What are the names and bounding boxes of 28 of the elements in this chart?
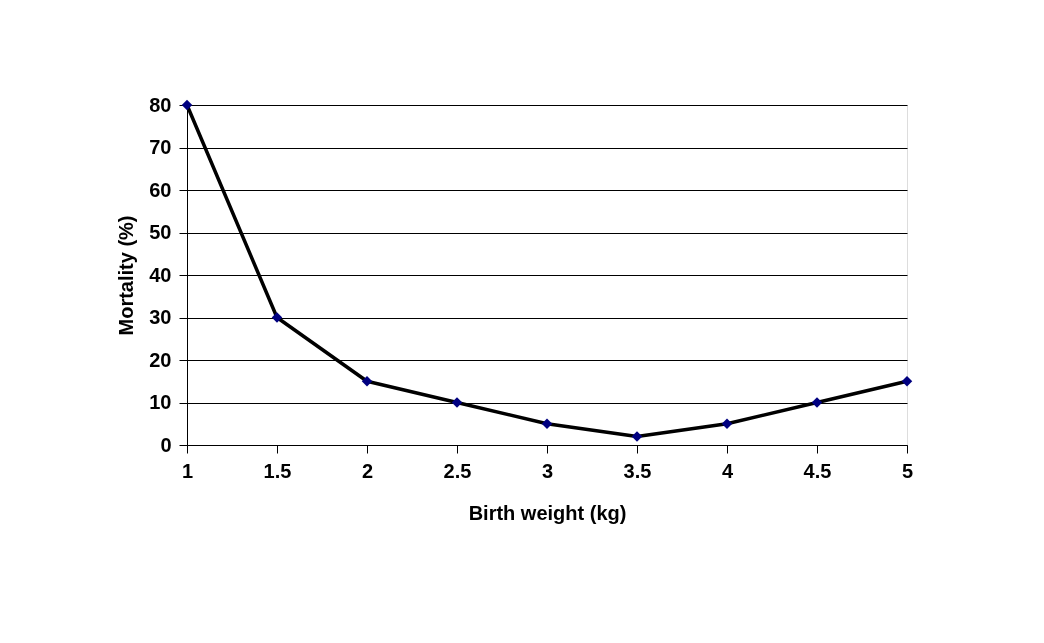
x-tick-label: 1.5 [263, 459, 292, 482]
point [901, 376, 913, 387]
x-tick-label: 3 [541, 459, 554, 482]
x-tick-label: 2 [361, 459, 374, 482]
y-tick-label: 10 [149, 391, 172, 413]
x-tick-label: 5 [901, 459, 914, 482]
y-tick-label: 0 [160, 433, 172, 456]
x-axis-title: Birth weight (kg) [468, 501, 627, 524]
y-tick-label: 30 [149, 306, 172, 328]
y-tick-label: 20 [149, 348, 172, 371]
point [361, 376, 373, 387]
x-tick-label: 1 [181, 459, 194, 482]
y-tick-label: 40 [149, 263, 172, 286]
point [721, 418, 733, 429]
x-tick-label: 4.5 [803, 459, 832, 482]
x-tick-label: 3.5 [623, 459, 652, 482]
y-tick-label: 60 [149, 178, 172, 201]
point [811, 397, 823, 408]
y-axis-title: Mortality (%) [115, 215, 138, 336]
point [631, 431, 643, 442]
point [271, 312, 283, 323]
y-tick-label: 50 [149, 221, 172, 243]
y-tick-label: 70 [149, 136, 172, 158]
point [541, 418, 553, 429]
y-tick-label: 80 [149, 93, 172, 116]
x-tick-label: 2.5 [443, 459, 472, 482]
x-tick-label: 4 [721, 459, 734, 482]
point [451, 397, 463, 408]
